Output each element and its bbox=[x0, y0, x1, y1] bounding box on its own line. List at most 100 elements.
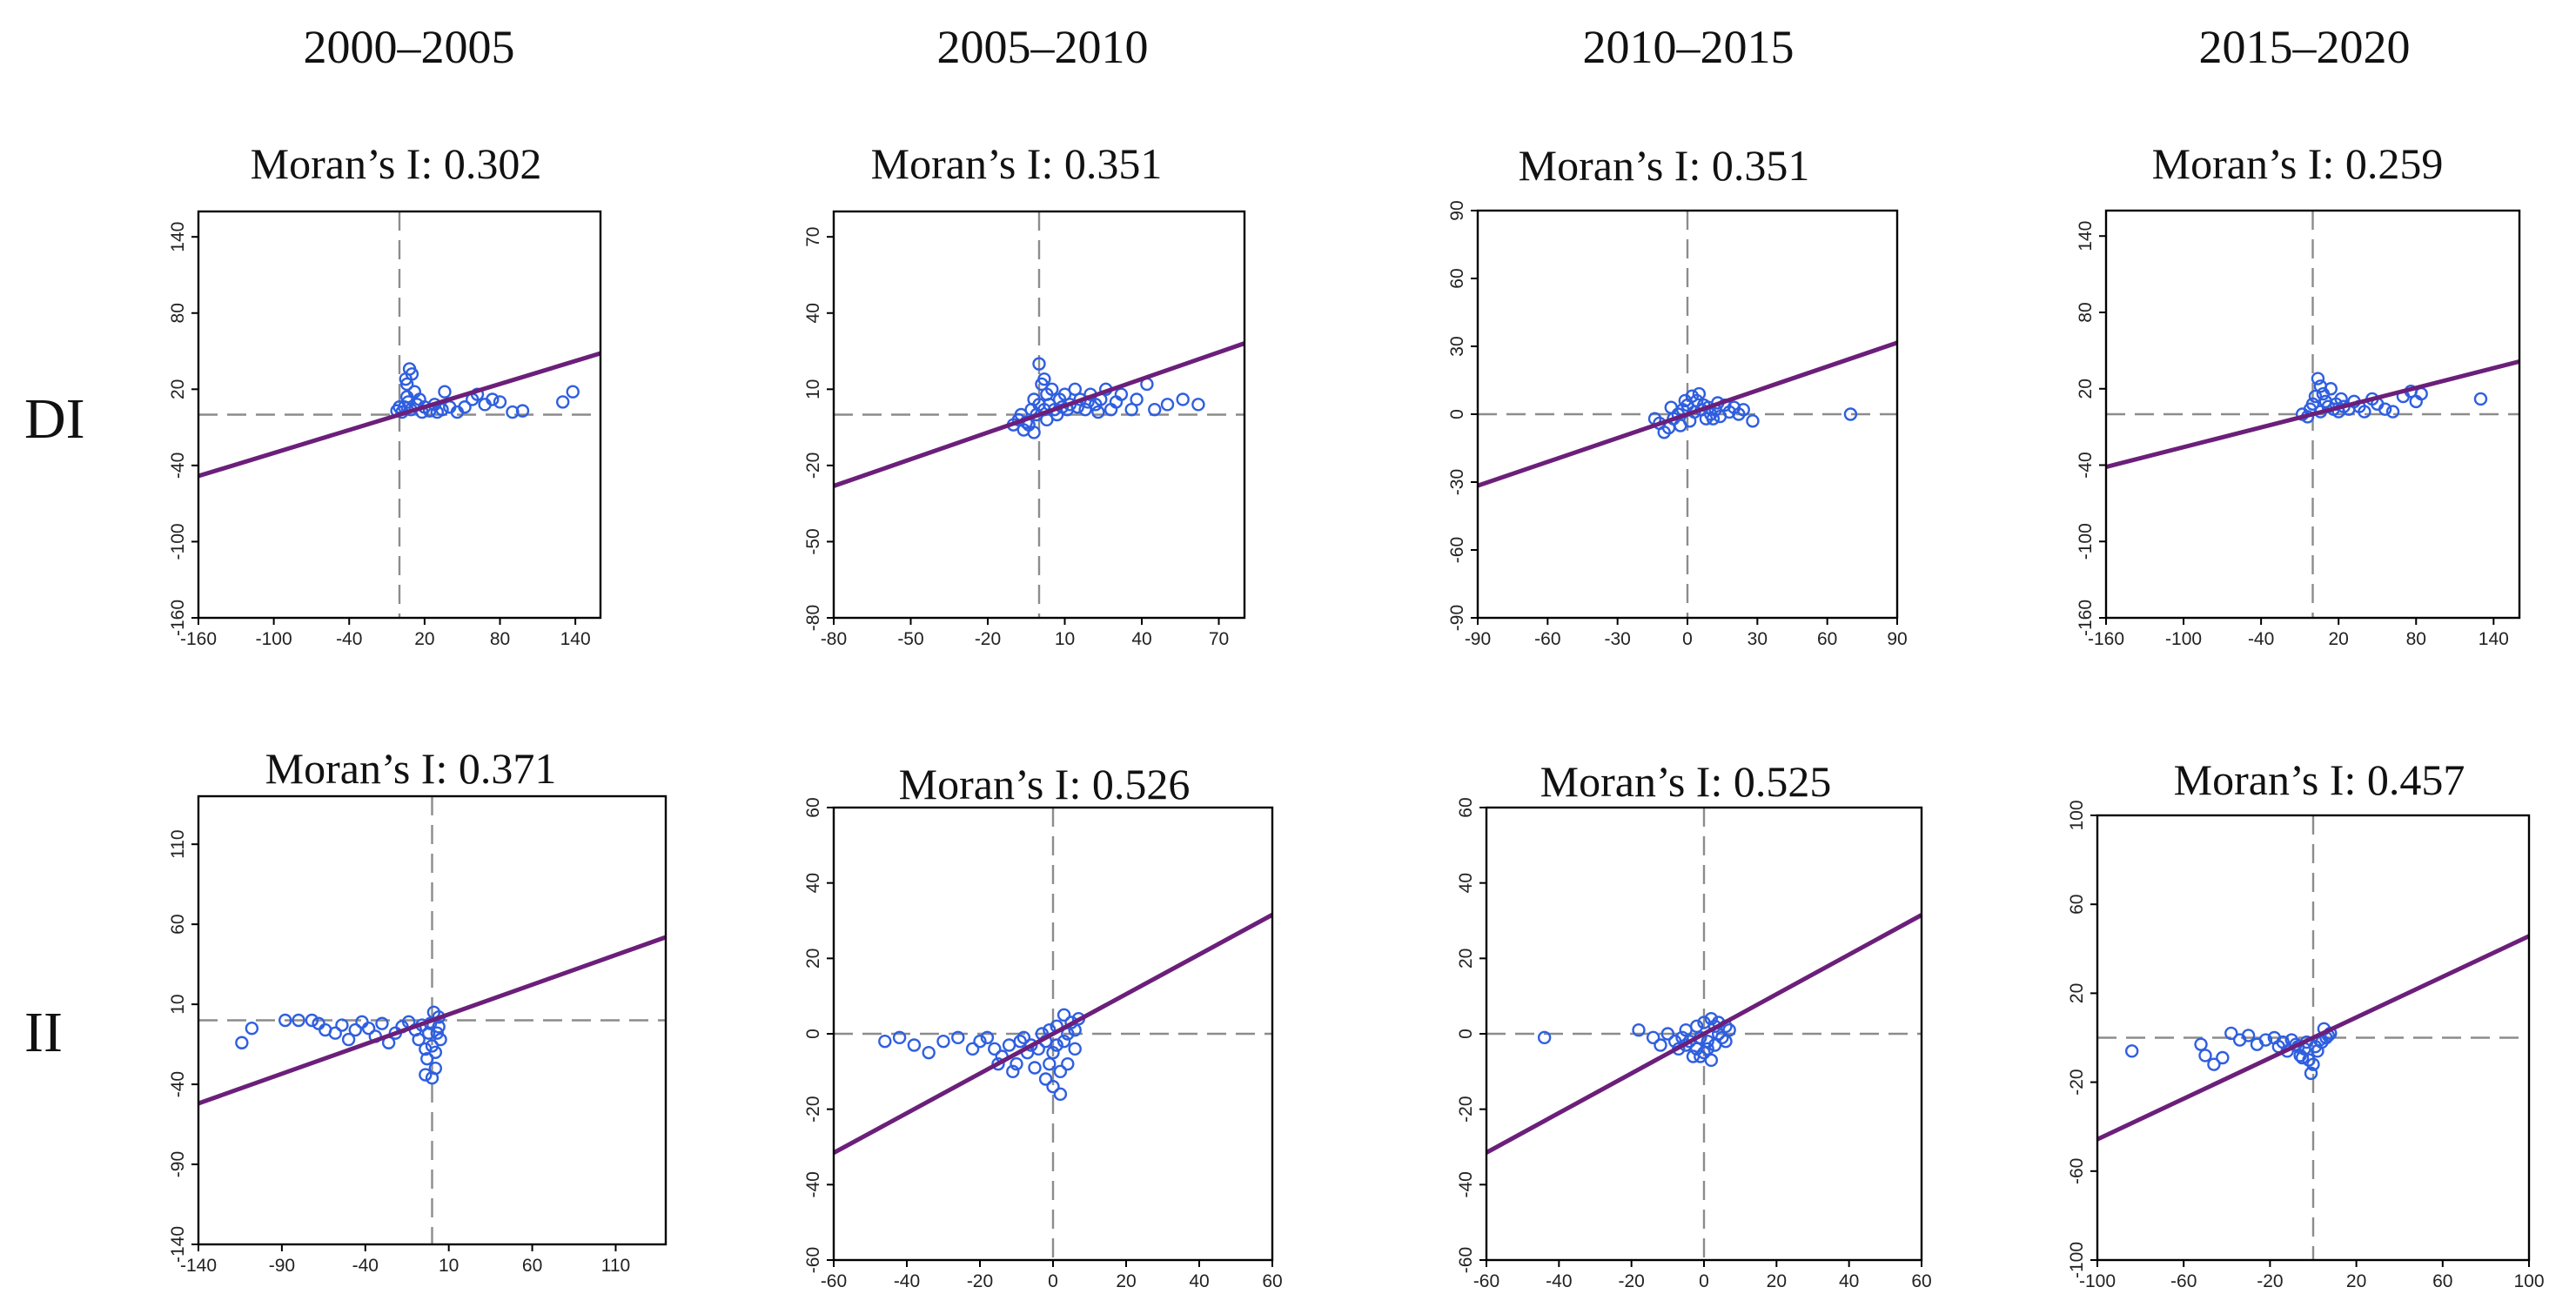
panel-ii-1: Moran’s I: 0.371 -140 -90 -40 10 60 110 -140 -90… bbox=[168, 744, 667, 1276]
x-tick-label: -40 bbox=[336, 629, 362, 649]
y-tick-label: -90 bbox=[168, 1151, 188, 1177]
y-tick-label: 0 bbox=[1456, 1029, 1476, 1039]
x-tick-label: 140 bbox=[2479, 629, 2509, 649]
data-point bbox=[438, 385, 452, 399]
data-point bbox=[2378, 402, 2392, 416]
data-point bbox=[1028, 1061, 1042, 1075]
x-tick-label: 10 bbox=[1055, 629, 1075, 649]
data-point bbox=[430, 405, 445, 419]
panel-di-4: Moran’s I: 0.259 -160 -100 -40 20 80 140 -160 -1… bbox=[2076, 139, 2521, 649]
data-point bbox=[1694, 1049, 1707, 1063]
data-point bbox=[1701, 1042, 1714, 1056]
panels-group: Moran’s I: 0.302-160 -100 -40 20 80 140-160-1… bbox=[168, 139, 2545, 1291]
panel-ii-2: Moran’s I: 0.526 -60 -40 -20 0 20 40 60 -60 -40 -2… bbox=[803, 760, 1283, 1291]
data-point bbox=[1537, 1030, 1552, 1045]
data-point bbox=[1043, 1056, 1057, 1071]
data-point bbox=[278, 1013, 292, 1028]
data-point bbox=[1050, 1038, 1063, 1052]
data-point bbox=[1010, 1056, 1023, 1071]
y-tick-label: 60 bbox=[1456, 797, 1476, 817]
data-point bbox=[1704, 1053, 1719, 1068]
data-point bbox=[493, 395, 507, 409]
data-point bbox=[428, 1045, 443, 1059]
data-point bbox=[2306, 1057, 2320, 1071]
moran-label-di-1: Moran’s I: 0.302 bbox=[251, 139, 542, 188]
data-point bbox=[2311, 372, 2325, 385]
x-tick-label: -60 bbox=[2170, 1271, 2197, 1291]
plot-area-di-2 bbox=[834, 211, 1244, 618]
moran-label-ii-4: Moran’s I: 0.457 bbox=[2174, 755, 2465, 804]
y-tick-label: 60 bbox=[168, 914, 188, 934]
data-point bbox=[1057, 1034, 1071, 1049]
data-point bbox=[486, 392, 500, 406]
regression-line bbox=[834, 913, 1272, 1155]
data-point bbox=[1068, 1042, 1082, 1056]
data-point bbox=[1114, 387, 1129, 401]
y-tick-label: 60 bbox=[803, 797, 823, 817]
y-tick-label: 20 bbox=[803, 949, 823, 969]
x-tick-label: 70 bbox=[1209, 629, 1229, 649]
data-point bbox=[1704, 1011, 1719, 1026]
data-point bbox=[1736, 403, 1750, 417]
y-tick-label: -90 bbox=[1447, 605, 1467, 631]
data-point bbox=[878, 1034, 892, 1049]
data-point bbox=[421, 1026, 436, 1040]
data-point bbox=[2198, 1049, 2212, 1063]
y-tick-label: 140 bbox=[168, 222, 188, 252]
data-point bbox=[1027, 392, 1041, 406]
data-point bbox=[419, 1068, 433, 1082]
data-point bbox=[341, 1032, 356, 1047]
regression-line bbox=[834, 341, 1244, 488]
x-tick-label: 110 bbox=[601, 1256, 630, 1276]
data-point bbox=[936, 1034, 950, 1049]
data-point bbox=[1061, 1056, 1075, 1071]
data-point bbox=[991, 1056, 1005, 1071]
y-tick-label: 20 bbox=[1456, 949, 1476, 969]
x-tick-label: 40 bbox=[1131, 629, 1151, 649]
plot-frame bbox=[197, 210, 602, 620]
data-point bbox=[980, 1030, 995, 1045]
y-tick-label: 20 bbox=[168, 379, 188, 399]
panel-di-3: Moran’s I: 0.351 -90 -60 -30 0 30 60 90 -90 -60 -3… bbox=[1447, 141, 1908, 649]
data-point bbox=[1632, 1022, 1646, 1037]
data-point bbox=[1664, 400, 1678, 414]
x-tick-label: 40 bbox=[1839, 1271, 1859, 1291]
data-point bbox=[305, 1013, 319, 1028]
data-point bbox=[361, 1021, 376, 1036]
data-point bbox=[2334, 392, 2348, 406]
x-tick-label: -20 bbox=[975, 629, 1001, 649]
data-point bbox=[2194, 1037, 2208, 1051]
data-point bbox=[2258, 1033, 2273, 1047]
data-point bbox=[2216, 1050, 2230, 1065]
x-tick-label: -90 bbox=[1465, 629, 1491, 649]
data-point bbox=[1746, 414, 1760, 428]
regression-line bbox=[198, 935, 666, 1106]
x-tick-label: 20 bbox=[414, 629, 434, 649]
y-tick-label: -100 bbox=[2067, 1242, 2087, 1278]
y-tick-label: -60 bbox=[2067, 1158, 2087, 1184]
data-point bbox=[405, 367, 419, 381]
y-tick-label: 80 bbox=[168, 303, 188, 323]
data-point bbox=[1701, 1034, 1714, 1049]
plot-area-ii-4 bbox=[2097, 815, 2529, 1260]
y-tick-label: 100 bbox=[2067, 800, 2087, 830]
data-point bbox=[1037, 372, 1051, 386]
y-tick-label: 110 bbox=[168, 829, 188, 858]
data-point bbox=[1068, 382, 1083, 397]
data-point bbox=[1024, 1038, 1038, 1052]
data-point bbox=[951, 1030, 965, 1045]
data-point bbox=[2473, 392, 2488, 406]
data-point bbox=[235, 1036, 249, 1049]
x-tick-label: 60 bbox=[522, 1256, 542, 1276]
y-tick-label: -100 bbox=[168, 523, 188, 560]
data-point bbox=[1053, 1087, 1068, 1102]
y-tick-label: 10 bbox=[168, 994, 188, 1014]
plot-area-ii-2 bbox=[834, 808, 1272, 1260]
y-tick-label: -40 bbox=[803, 1171, 823, 1197]
plot-area-di-1 bbox=[198, 211, 600, 618]
data-point bbox=[1006, 1064, 1020, 1079]
data-point bbox=[1040, 412, 1054, 427]
x-tick-label: -140 bbox=[180, 1256, 217, 1276]
plot-frame bbox=[197, 794, 667, 1246]
y-tick-label: 40 bbox=[803, 873, 823, 893]
